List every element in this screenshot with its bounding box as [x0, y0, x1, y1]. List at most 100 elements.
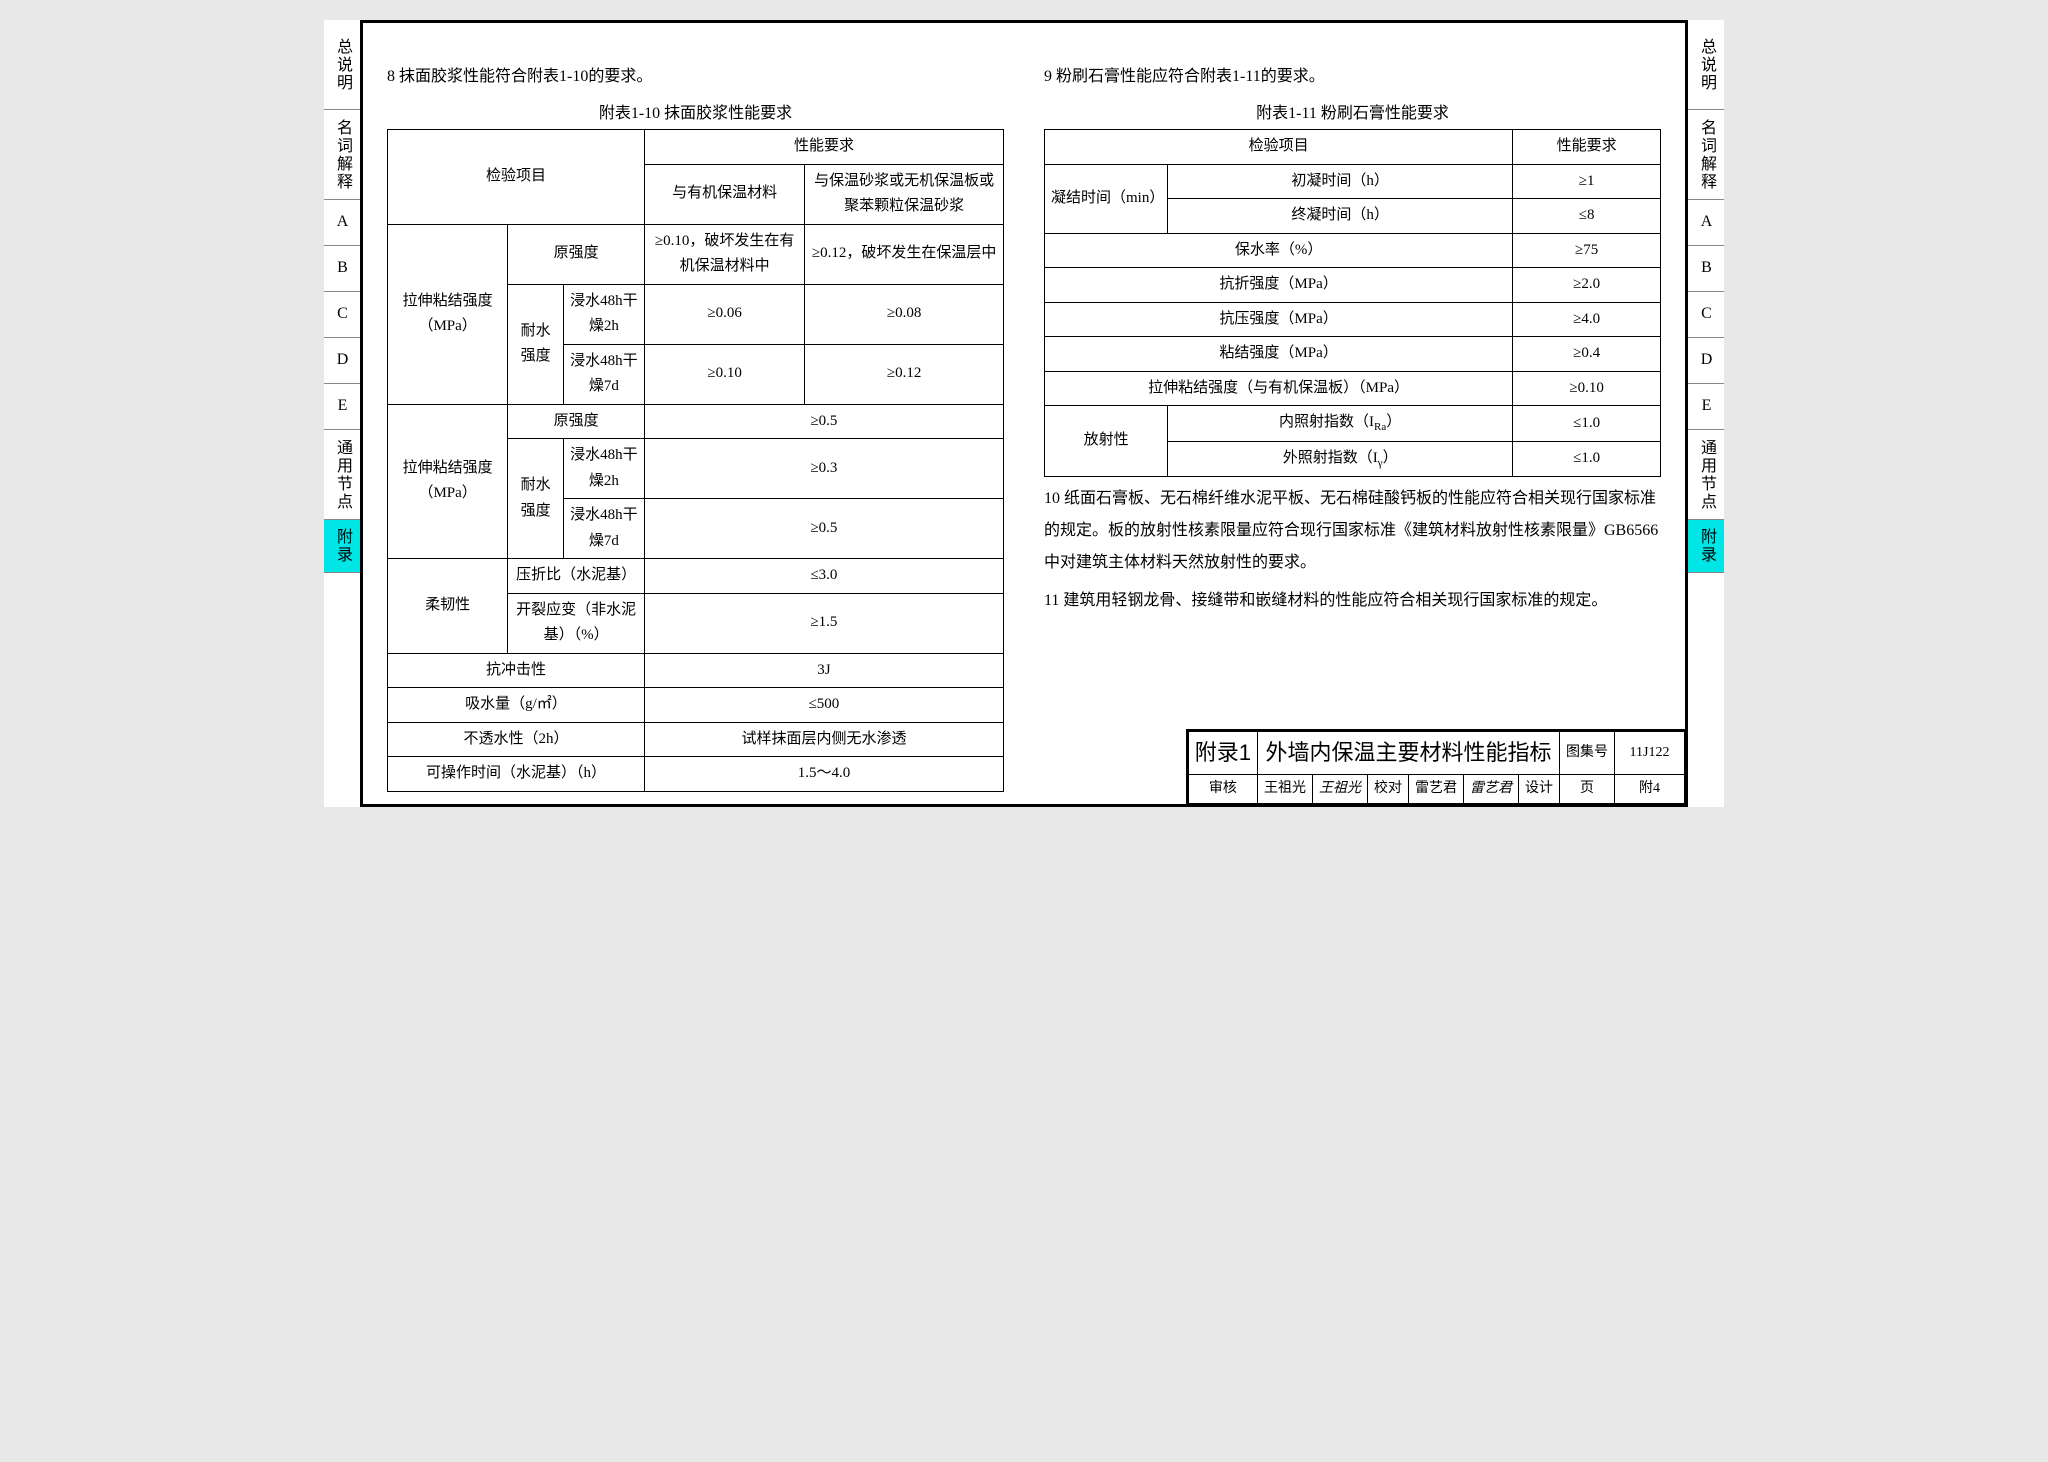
cell: 柔韧性: [388, 559, 508, 654]
cell: 终凝时间（h）: [1168, 199, 1513, 234]
cell: 保水率（%）: [1045, 233, 1513, 268]
tab-glossary-r[interactable]: 名词解释: [1688, 110, 1724, 200]
tab-common[interactable]: 通用节点: [324, 430, 360, 520]
cell: 拉伸粘结强度（MPa）: [388, 404, 508, 559]
cell: ≥0.10，破坏发生在有机保温材料中: [644, 224, 804, 284]
sheet-title: 外墙内保温主要材料性能指标: [1258, 732, 1560, 774]
tab-c-r[interactable]: C: [1688, 292, 1724, 338]
side-tabs-right: 总说明 名词解释 A B C D E 通用节点 附录: [1688, 20, 1724, 807]
cell: ≥0.5: [644, 404, 1003, 439]
cell: 吸水量（g/㎡）: [388, 688, 645, 723]
cell: 放射性: [1045, 406, 1168, 477]
tab-a[interactable]: A: [324, 200, 360, 246]
cell: 浸水48h干燥2h: [563, 439, 644, 499]
title-block: 附录1 外墙内保温主要材料性能指标 图集号 11J122 审核 王祖光 王祖光 …: [1186, 729, 1685, 803]
cell: 浸水48h干燥2h: [563, 284, 644, 344]
cell: 耐水强度: [508, 284, 564, 404]
para-10: 10 纸面石膏板、无石棉纤维水泥平板、无石棉硅酸钙板的性能应符合相关现行国家标准…: [1044, 483, 1661, 579]
check-signature: 雷艺君: [1464, 774, 1519, 803]
cell: ≥0.3: [644, 439, 1003, 499]
cell: ≥0.08: [805, 284, 1004, 344]
table1-11-title: 附表1-11 粉刷石膏性能要求: [1044, 99, 1661, 123]
cell: 拉伸粘结强度（MPa）: [388, 224, 508, 404]
table1-10-title: 附表1-10 抹面胶浆性能要求: [387, 99, 1004, 123]
content-frame: 8 抹面胶浆性能符合附表1-10的要求。 附表1-10 抹面胶浆性能要求 检验项…: [360, 20, 1688, 807]
th-item: 检验项目: [1045, 130, 1513, 165]
cell: ≥0.5: [644, 499, 1003, 559]
cell: 抗折强度（MPa）: [1045, 268, 1513, 303]
cell: ≥0.12: [805, 344, 1004, 404]
cell: 抗压强度（MPa）: [1045, 302, 1513, 337]
tab-b-r[interactable]: B: [1688, 246, 1724, 292]
cell: 凝结时间（min）: [1045, 164, 1168, 233]
tab-overview-r[interactable]: 总说明: [1688, 20, 1724, 110]
check-label: 校对: [1368, 774, 1409, 803]
cell: 初凝时间（h）: [1168, 164, 1513, 199]
cell: ≥1.5: [644, 593, 1003, 653]
cell: 原强度: [508, 224, 645, 284]
cell: ≤8: [1513, 199, 1661, 234]
cell: ≥1: [1513, 164, 1661, 199]
th-item: 检验项目: [388, 130, 645, 225]
th-perf: 性能要求: [1513, 130, 1661, 165]
review-name: 王祖光: [1258, 774, 1313, 803]
cell: ≥4.0: [1513, 302, 1661, 337]
table-1-11: 检验项目 性能要求 凝结时间（min） 初凝时间（h） ≥1 终凝时间（h） ≤…: [1044, 129, 1661, 477]
cell: 内照射指数（IRa）: [1168, 406, 1513, 442]
tab-d-r[interactable]: D: [1688, 338, 1724, 384]
set-no: 11J122: [1615, 732, 1685, 774]
tab-glossary[interactable]: 名词解释: [324, 110, 360, 200]
tab-e-r[interactable]: E: [1688, 384, 1724, 430]
cell: ≥75: [1513, 233, 1661, 268]
cell: 浸水48h干燥7d: [563, 499, 644, 559]
tab-common-r[interactable]: 通用节点: [1688, 430, 1724, 520]
cell: ≥2.0: [1513, 268, 1661, 303]
cell: 拉伸粘结强度（与有机保温板）（MPa）: [1045, 371, 1513, 406]
left-column: 8 抹面胶浆性能符合附表1-10的要求。 附表1-10 抹面胶浆性能要求 检验项…: [387, 55, 1004, 792]
cell: 不透水性（2h）: [388, 722, 645, 757]
cell: 耐水强度: [508, 439, 564, 559]
cell: 3J: [644, 653, 1003, 688]
cell: 粘结强度（MPa）: [1045, 337, 1513, 372]
cell: ≤3.0: [644, 559, 1003, 594]
cell: ≥0.4: [1513, 337, 1661, 372]
cell: 外照射指数（Iγ）: [1168, 441, 1513, 477]
cell: ≥0.10: [1513, 371, 1661, 406]
page-label: 页: [1560, 774, 1615, 803]
cell: 开裂应变（非水泥基）（%）: [508, 593, 645, 653]
tab-d[interactable]: D: [324, 338, 360, 384]
th-perf: 性能要求: [644, 130, 1003, 165]
cell: ≤1.0: [1513, 441, 1661, 477]
cell: 抗冲击性: [388, 653, 645, 688]
cell: 1.5～4.0: [644, 757, 1003, 792]
para-11: 11 建筑用轻钢龙骨、接缝带和嵌缝材料的性能应符合相关现行国家标准的规定。: [1044, 585, 1661, 617]
cell: ≥0.10: [644, 344, 804, 404]
para-9: 9 粉刷石膏性能应符合附表1-11的要求。: [1044, 61, 1661, 93]
cell: ≥0.12，破坏发生在保温层中: [805, 224, 1004, 284]
tab-b[interactable]: B: [324, 246, 360, 292]
cell: ≤500: [644, 688, 1003, 723]
tab-appendix-r[interactable]: 附录: [1688, 520, 1724, 573]
cell: 压折比（水泥基）: [508, 559, 645, 594]
tab-overview[interactable]: 总说明: [324, 20, 360, 110]
tab-e[interactable]: E: [324, 384, 360, 430]
para-8: 8 抹面胶浆性能符合附表1-10的要求。: [387, 61, 1004, 93]
page-no: 附4: [1615, 774, 1685, 803]
tab-a-r[interactable]: A: [1688, 200, 1724, 246]
th-organic: 与有机保温材料: [644, 164, 804, 224]
tab-appendix[interactable]: 附录: [324, 520, 360, 573]
th-inorganic: 与保温砂浆或无机保温板或聚苯颗粒保温砂浆: [805, 164, 1004, 224]
cell: 浸水48h干燥7d: [563, 344, 644, 404]
set-label: 图集号: [1560, 732, 1615, 774]
review-signature: 王祖光: [1313, 774, 1368, 803]
cell: ≤1.0: [1513, 406, 1661, 442]
cell: ≥0.06: [644, 284, 804, 344]
appendix-label: 附录1: [1188, 732, 1257, 774]
document-page: 总说明 名词解释 A B C D E 通用节点 附录 8 抹面胶浆性能符合附表1…: [324, 20, 1724, 807]
right-column: 9 粉刷石膏性能应符合附表1-11的要求。 附表1-11 粉刷石膏性能要求 检验…: [1044, 55, 1661, 792]
cell: 原强度: [508, 404, 645, 439]
tab-c[interactable]: C: [324, 292, 360, 338]
table-1-10: 检验项目 性能要求 与有机保温材料 与保温砂浆或无机保温板或聚苯颗粒保温砂浆 拉…: [387, 129, 1004, 792]
cell: 试样抹面层内侧无水渗透: [644, 722, 1003, 757]
check-name: 雷艺君: [1409, 774, 1464, 803]
